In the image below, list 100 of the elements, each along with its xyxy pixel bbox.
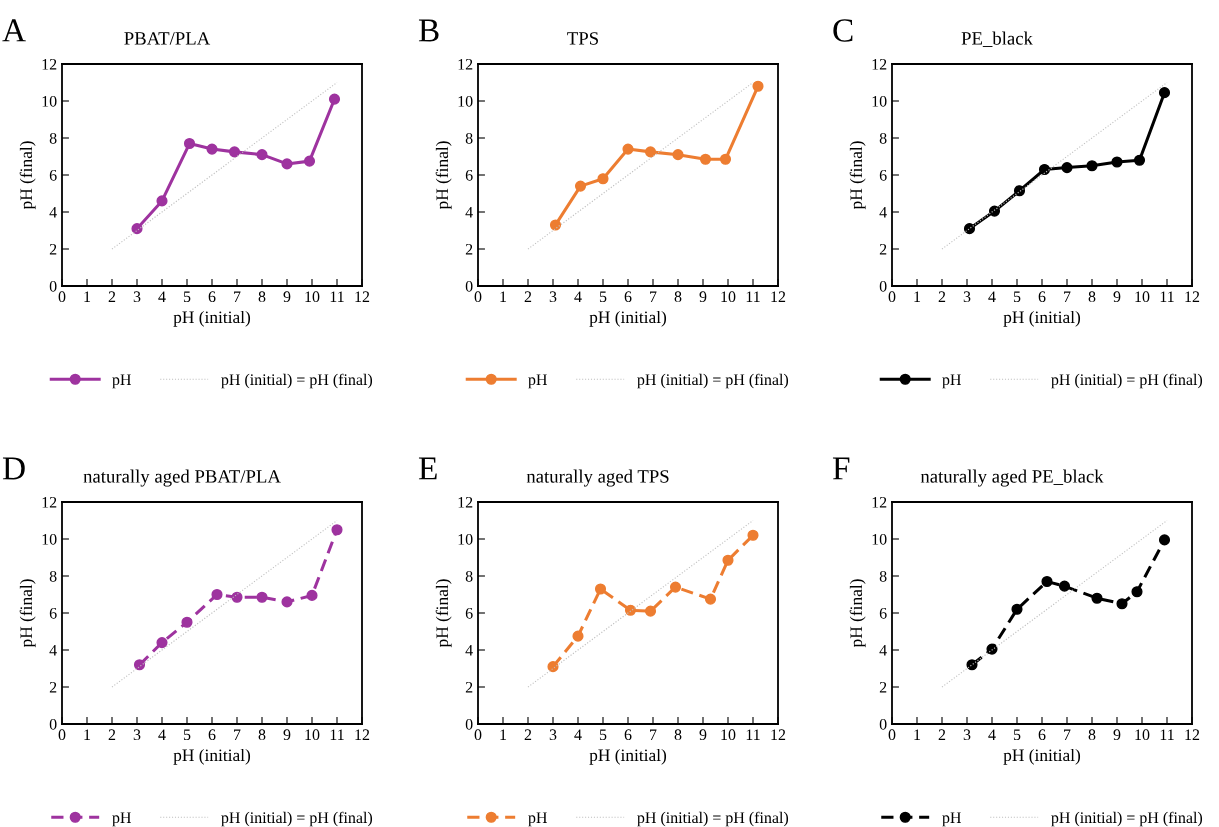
point [704, 593, 717, 605]
x-tick-label: 1 [84, 291, 91, 302]
x-tick-label: 3 [549, 729, 557, 741]
y-tick-label: 12 [42, 58, 57, 70]
x-tick-label: 11 [1160, 291, 1174, 302]
y-axis-title: pH (final) [19, 579, 36, 648]
y-tick-label: 0 [879, 280, 887, 292]
point [231, 591, 243, 603]
x-tick-label: 11 [746, 729, 760, 740]
chart-title: TPS [567, 32, 598, 45]
x-tick-label: 2 [938, 291, 946, 302]
point [597, 173, 609, 185]
point [747, 529, 759, 541]
y-tick-label: 12 [458, 496, 473, 508]
x-tick-label: 10 [1135, 291, 1150, 303]
y-tick-label: 12 [458, 58, 473, 70]
y-tick-label: 6 [465, 607, 473, 619]
x-tick-label: 2 [108, 291, 116, 302]
y-tick-label: 0 [465, 718, 473, 730]
y-tick-label: 0 [49, 280, 57, 292]
point [622, 143, 634, 155]
y-tick-label: 4 [49, 207, 57, 218]
point [183, 137, 196, 150]
point [1158, 87, 1171, 99]
x-tick-label: 12 [771, 729, 786, 740]
point [1011, 603, 1023, 615]
x-tick-label: 1 [84, 729, 91, 740]
chart-title: PBAT/PLA [124, 32, 211, 45]
point [256, 591, 268, 603]
y-tick-label: 8 [879, 570, 887, 582]
point [328, 93, 341, 105]
point [131, 223, 143, 235]
point [156, 637, 168, 649]
x-tick-label: 9 [283, 291, 291, 303]
x-tick-label: 12 [1185, 729, 1200, 740]
x-tick-label: 0 [58, 291, 66, 303]
point [306, 589, 318, 601]
legend-label: pH (initial) = pH (final) [1051, 811, 1203, 827]
x-tick-label: 2 [938, 729, 946, 740]
x-tick-label: 2 [108, 729, 116, 740]
legend-label: pH [942, 374, 961, 389]
x-tick-label: 7 [650, 729, 657, 740]
legend-label: pH (initial) = pH (final) [637, 373, 789, 389]
x-tick-label: 10 [721, 291, 736, 303]
x-tick-label: 4 [988, 729, 996, 740]
y-tick-label: 2 [465, 243, 473, 255]
text: B [418, 19, 439, 42]
x-tick-label: 4 [158, 291, 166, 302]
point [574, 180, 587, 192]
point [1061, 162, 1073, 174]
legend-label: pH (initial) = pH (final) [221, 811, 373, 827]
text: D [2, 457, 25, 480]
x-tick-label: 0 [58, 729, 66, 741]
point [181, 616, 193, 628]
x-tick-label: 9 [1113, 729, 1121, 741]
x-tick-label: 4 [158, 729, 166, 740]
point [1116, 598, 1128, 610]
y-tick-label: 10 [458, 533, 473, 545]
y-axis-title: pH (final) [435, 141, 452, 210]
x-tick-label: 6 [624, 291, 632, 303]
y-axis-title: pH (final) [19, 141, 36, 210]
x-tick-label: 5 [1013, 729, 1021, 741]
point [133, 659, 146, 671]
chart-title: naturally aged TPS [526, 469, 669, 487]
point [549, 219, 562, 231]
legend-label: pH [112, 374, 131, 389]
y-tick-label: 12 [872, 496, 887, 508]
y-tick-label: 12 [872, 58, 887, 70]
x-tick-label: 8 [1088, 291, 1096, 303]
x-tick-label: 3 [963, 291, 971, 303]
x-tick-label: 10 [1135, 729, 1150, 741]
text: E [418, 457, 437, 480]
y-tick-label: 10 [872, 95, 887, 107]
point [228, 146, 241, 158]
x-tick-label: 9 [699, 729, 707, 741]
x-tick-label: 1 [500, 291, 507, 302]
x-tick-label: 0 [888, 729, 896, 741]
point [1111, 156, 1123, 168]
y-tick-label: 0 [465, 280, 473, 292]
x-tick-label: 5 [183, 729, 191, 741]
chart-title: naturally aged PBAT/PLA [83, 469, 281, 487]
y-tick-label: 8 [49, 132, 57, 144]
x-tick-label: 11 [1160, 729, 1174, 740]
x-axis-title: pH (initial) [173, 748, 251, 765]
x-axis-title: pH (initial) [173, 310, 251, 327]
point [644, 605, 657, 617]
y-tick-label: 2 [465, 681, 473, 693]
x-tick-label: 5 [599, 291, 607, 303]
x-tick-label: 4 [574, 291, 582, 302]
x-tick-label: 10 [721, 729, 736, 741]
x-tick-label: 11 [330, 291, 344, 302]
x-tick-label: 6 [624, 729, 632, 741]
legend-label: pH [528, 374, 547, 389]
point [722, 554, 734, 566]
x-axis-title: pH (initial) [1003, 310, 1081, 327]
y-axis-title: pH (final) [849, 141, 866, 210]
x-tick-label: 8 [1088, 729, 1096, 741]
point [572, 630, 584, 642]
point [624, 604, 637, 616]
point [672, 149, 684, 161]
